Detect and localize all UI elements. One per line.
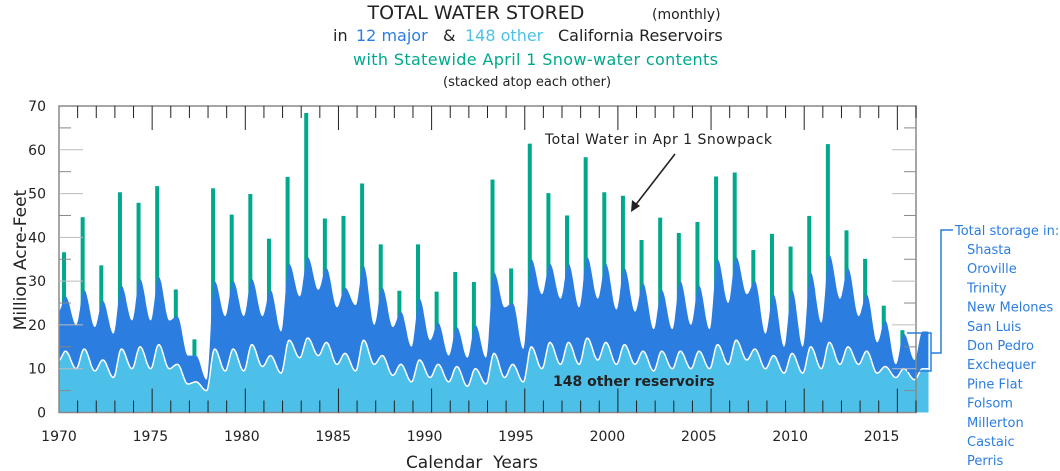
legend-reservoir: New Melones (967, 301, 1054, 316)
subtitle-snow: with Statewide April 1 Snow-water conten… (353, 50, 718, 69)
x-tick-label: 2015 (864, 429, 900, 445)
x-tick-label: 1975 (133, 429, 169, 445)
legend-heading: Total storage in: (954, 224, 1059, 239)
x-tick-label: 1985 (315, 429, 351, 445)
subtitle-stacked: (stacked atop each other) (443, 75, 611, 90)
legend-reservoir: Oroville (967, 262, 1017, 277)
x-tick-label: 1990 (407, 429, 443, 445)
subtitle-rest: California Reservoirs (558, 26, 723, 45)
x-tick-label: 1970 (41, 429, 77, 445)
chart-title: TOTAL WATER STORED (367, 2, 585, 24)
legend-reservoir: Castaic (967, 435, 1015, 450)
y-tick-label: 10 (28, 362, 46, 378)
y-tick-label: 0 (37, 406, 46, 422)
y-axis-label: Million Acre-Feet (11, 189, 31, 330)
legend-reservoir: Trinity (966, 281, 1007, 296)
x-tick-label: 2010 (772, 429, 808, 445)
x-tick-label: 1980 (224, 429, 260, 445)
legend: Total storage in: Shasta Oroville Trinity N… (954, 224, 1059, 469)
legend-reservoir: Pine Flat (967, 377, 1023, 392)
legend-reservoir: Exchequer (967, 358, 1037, 373)
x-tick-label: 2000 (590, 429, 626, 445)
x-tick-label: 2005 (681, 429, 717, 445)
legend-bracket (907, 229, 953, 372)
legend-reservoir: San Luis (967, 320, 1021, 335)
other-reservoirs-line (58, 337, 929, 392)
y-tick-label: 70 (28, 99, 46, 115)
y-tick-label: 50 (28, 187, 46, 203)
y-tick-label: 30 (28, 274, 46, 290)
subtitle-other: 148 other (465, 26, 544, 45)
x-tick-label: 1995 (498, 429, 534, 445)
x-axis-label: Calendar Years (406, 453, 538, 471)
legend-reservoir: Don Pedro (967, 339, 1034, 354)
y-tick-label: 60 (28, 143, 46, 159)
legend-reservoir: Millerton (967, 416, 1024, 431)
annotation-arrow-icon (631, 153, 676, 212)
chart-title-monthly: (monthly) (652, 7, 721, 23)
other-reservoirs-label: 148 other reservoirs (553, 374, 715, 390)
snowpack-annotation: Total Water in Apr 1 Snowpack (544, 132, 773, 148)
y-tick-label: 40 (28, 230, 46, 246)
legend-reservoir: Shasta (967, 243, 1011, 258)
legend-reservoir: Perris (967, 454, 1003, 469)
legend-reservoir: Folsom (967, 397, 1013, 412)
y-tick-label: 20 (28, 318, 46, 334)
subtitle-amp: & (443, 26, 455, 45)
plot-area: 0 10 20 30 40 50 60 70 1970 1975 1980 1985 1990 1995 2… (28, 99, 929, 445)
subtitle-in: in (333, 26, 348, 45)
subtitle-major: 12 major (356, 26, 428, 45)
